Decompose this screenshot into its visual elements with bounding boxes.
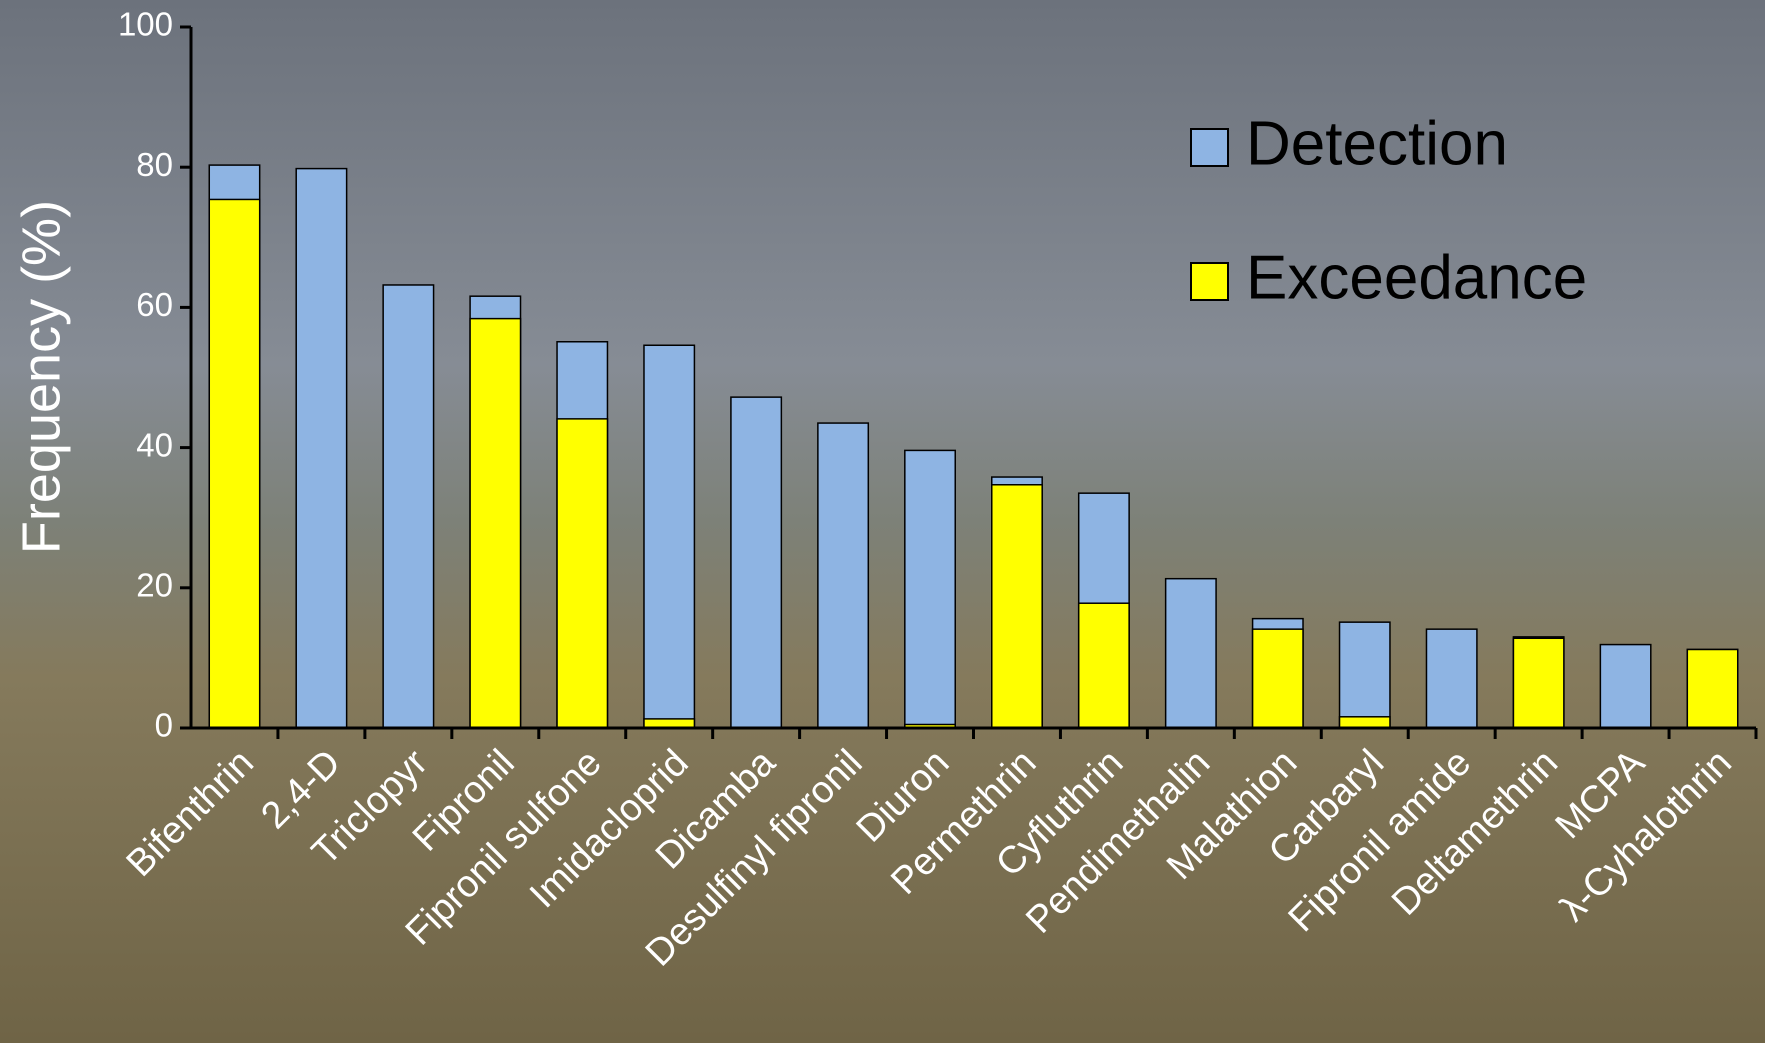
bar [643, 344, 696, 729]
y-tick-label: 100 [118, 6, 173, 43]
bar [382, 284, 435, 729]
y-tick-label: 0 [155, 707, 173, 744]
bar [1599, 643, 1652, 729]
bar [469, 317, 522, 729]
bar [1425, 628, 1478, 729]
bar [1077, 602, 1130, 729]
bar [556, 418, 609, 729]
bar [1686, 648, 1739, 729]
bar [1338, 716, 1391, 729]
bar [730, 396, 783, 729]
y-axis-label: Frequency (%) [11, 200, 71, 554]
bar [1338, 621, 1391, 729]
bar [295, 167, 348, 729]
bar [1512, 637, 1565, 729]
y-tick-label: 20 [136, 567, 173, 604]
y-tick-label: 80 [136, 146, 173, 183]
bar [1164, 577, 1217, 729]
bar [904, 449, 956, 729]
bar [208, 198, 261, 729]
legend-swatch [1190, 128, 1229, 167]
bar [817, 422, 870, 729]
bar [1251, 628, 1304, 729]
legend-label: Exceedance [1246, 243, 1587, 312]
bar [991, 484, 1043, 729]
y-tick-label: 60 [136, 286, 173, 323]
y-tick-label: 40 [136, 426, 173, 463]
legend-swatch [1190, 262, 1229, 301]
legend-label: Detection [1246, 109, 1508, 178]
